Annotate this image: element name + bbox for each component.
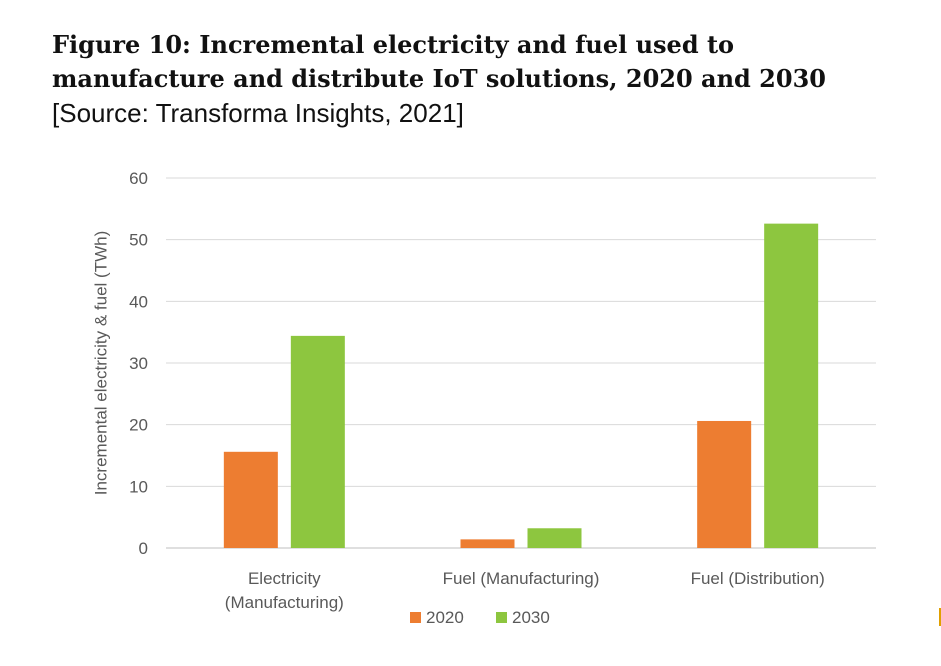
y-tick-label: 60 xyxy=(129,169,148,188)
bar-2020-1 xyxy=(460,539,515,548)
legend: 2020 2030 xyxy=(410,608,550,627)
bars xyxy=(223,223,819,548)
y-tick-label: 10 xyxy=(129,477,148,496)
bar-2020-2 xyxy=(697,420,752,548)
legend-label-2030: 2030 xyxy=(512,608,550,627)
page-edge-mark xyxy=(939,608,941,626)
figure-source: [Source: Transforma Insights, 2021] xyxy=(52,98,464,128)
bar-2030-2 xyxy=(764,223,819,548)
figure-title-line-2: manufacture and distribute IoT solutions… xyxy=(52,64,826,93)
legend-swatch-2030 xyxy=(496,612,507,623)
y-tick-label: 0 xyxy=(139,539,148,558)
x-category-label: (Manufacturing) xyxy=(225,593,344,612)
x-axis-categories: Electricity (Manufacturing) Fuel (Manufact… xyxy=(225,569,825,612)
x-category-label: Fuel (Manufacturing) xyxy=(443,569,600,588)
y-tick-label: 20 xyxy=(129,416,148,435)
bar-2030-1 xyxy=(527,528,582,548)
x-category-label: Electricity xyxy=(248,569,321,588)
y-axis-ticks: 0 10 20 30 40 50 60 xyxy=(129,169,148,558)
legend-swatch-2020 xyxy=(410,612,421,623)
x-category-label: Fuel (Distribution) xyxy=(691,569,825,588)
y-axis-label: Incremental electricity & fuel (TWh) xyxy=(91,231,110,496)
bar-2030-0 xyxy=(290,335,345,548)
figure-title: Figure 10: Incremental electricity and f… xyxy=(52,28,932,96)
y-tick-label: 50 xyxy=(129,231,148,250)
figure-title-line-1: Figure 10: Incremental electricity and f… xyxy=(52,30,735,59)
legend-label-2020: 2020 xyxy=(426,608,464,627)
y-tick-label: 40 xyxy=(129,292,148,311)
y-tick-label: 30 xyxy=(129,354,148,373)
bar-2020-0 xyxy=(223,451,278,548)
gridlines xyxy=(166,177,876,549)
